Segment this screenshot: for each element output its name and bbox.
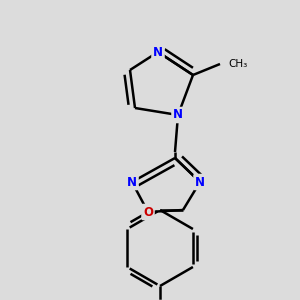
Text: N: N [127,176,137,188]
Text: N: N [173,109,183,122]
Text: CH₃: CH₃ [228,59,247,69]
Text: O: O [143,206,153,218]
Text: N: N [195,176,205,188]
Text: N: N [153,46,163,59]
